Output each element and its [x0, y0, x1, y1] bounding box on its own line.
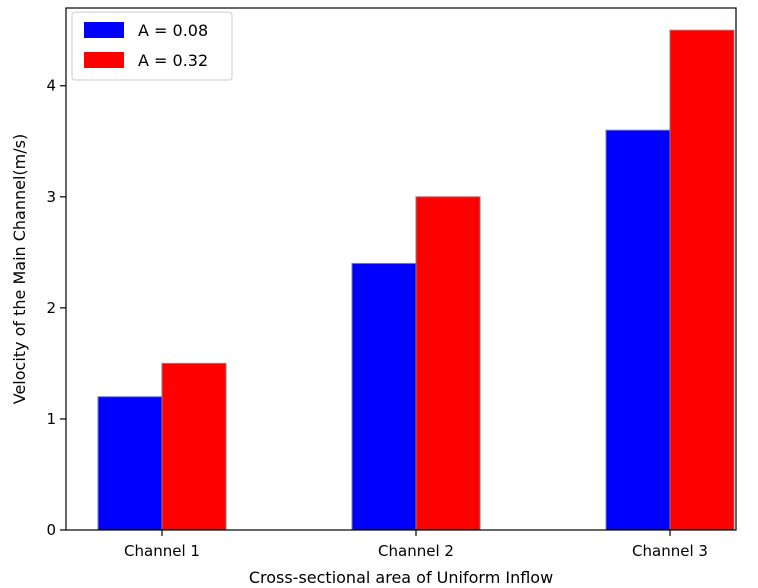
x-axis-label: Cross-sectional area of Uniform Inflow [249, 568, 553, 587]
y-tick-label: 2 [46, 299, 56, 317]
bars-group [97, 29, 735, 531]
bar-1-3 [605, 129, 671, 531]
legend: A = 0.08 A = 0.32 [71, 11, 233, 81]
legend-label: A = 0.32 [138, 51, 208, 70]
x-tick-label: Channel 1 [124, 542, 200, 560]
x-tick-label: Channel 3 [632, 542, 708, 560]
y-tick-label: 4 [46, 77, 56, 95]
bar-2-2 [415, 196, 481, 531]
y-tick-label: 1 [46, 410, 56, 428]
y-axis: 0 1 2 3 4 [46, 77, 66, 539]
bar-1-2 [351, 262, 417, 531]
y-tick-label: 3 [46, 188, 56, 206]
legend-swatch [84, 52, 124, 68]
bar-2-3 [669, 29, 735, 531]
legend-swatch [84, 22, 124, 38]
y-tick-label: 0 [46, 521, 56, 539]
bar-1-1 [97, 396, 163, 531]
plot-frame [65, 7, 737, 531]
x-tick-label: Channel 2 [378, 542, 454, 560]
legend-label: A = 0.08 [138, 21, 208, 40]
x-axis: Channel 1 Channel 2 Channel 3 [124, 530, 708, 560]
y-axis-label: Velocity of the Main Channel(m/s) [10, 134, 29, 404]
bar-2-1 [161, 362, 227, 531]
